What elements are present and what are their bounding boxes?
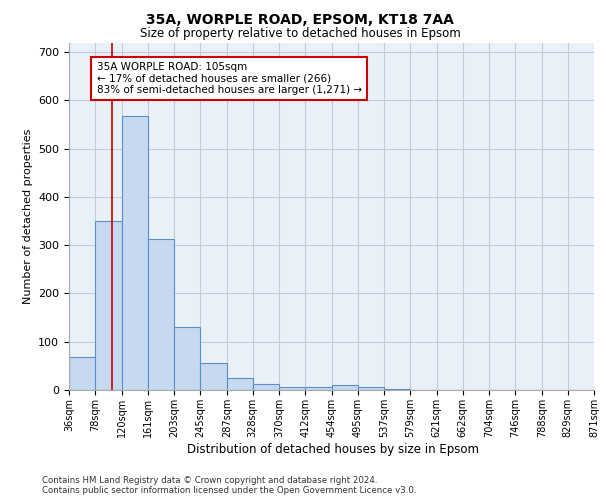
Bar <box>200 364 227 390</box>
Bar <box>95 221 122 390</box>
Bar <box>332 385 358 390</box>
Bar <box>227 378 253 390</box>
Text: Size of property relative to detached houses in Epsom: Size of property relative to detached ho… <box>140 28 460 40</box>
Bar <box>122 116 148 390</box>
Bar <box>384 388 410 390</box>
Bar <box>174 328 200 390</box>
Bar <box>148 239 174 390</box>
Bar <box>305 387 332 390</box>
Text: Contains HM Land Registry data © Crown copyright and database right 2024.: Contains HM Land Registry data © Crown c… <box>42 476 377 485</box>
Text: Distribution of detached houses by size in Epsom: Distribution of detached houses by size … <box>187 442 479 456</box>
Bar <box>253 384 279 390</box>
Text: Contains public sector information licensed under the Open Government Licence v3: Contains public sector information licen… <box>42 486 416 495</box>
Bar <box>358 386 384 390</box>
Text: 35A WORPLE ROAD: 105sqm
← 17% of detached houses are smaller (266)
83% of semi-d: 35A WORPLE ROAD: 105sqm ← 17% of detache… <box>97 62 362 95</box>
Bar <box>279 386 305 390</box>
Bar <box>69 357 95 390</box>
Text: 35A, WORPLE ROAD, EPSOM, KT18 7AA: 35A, WORPLE ROAD, EPSOM, KT18 7AA <box>146 12 454 26</box>
Y-axis label: Number of detached properties: Number of detached properties <box>23 128 32 304</box>
